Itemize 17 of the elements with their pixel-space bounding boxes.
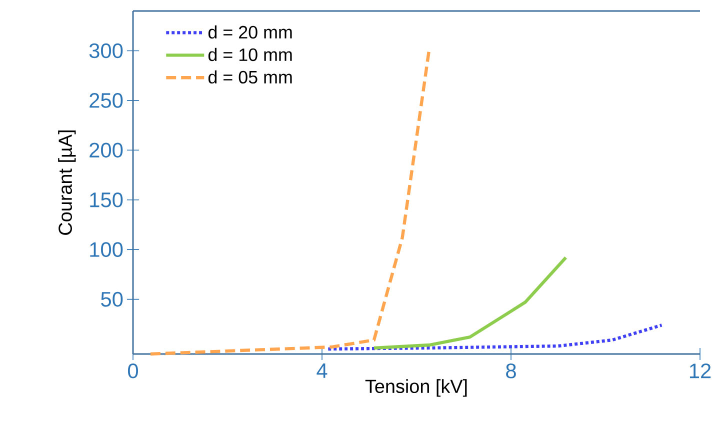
y-tick-label: 150 xyxy=(90,192,123,208)
legend-label: d = 20 mm xyxy=(208,25,292,39)
x-tick-label: 8 xyxy=(506,363,516,378)
y-axis-title: Courant [µA] xyxy=(58,130,76,235)
x-axis-title: Tension [kV] xyxy=(365,379,467,397)
x-tick-label: 0 xyxy=(128,363,138,378)
legend-label: d = 10 mm xyxy=(208,48,292,62)
line-series xyxy=(372,256,568,350)
y-tick-label: 100 xyxy=(90,242,123,257)
y-tick-label: 200 xyxy=(90,142,123,158)
x-tick-label: 12 xyxy=(690,363,711,378)
legend-label: d = 05 mm xyxy=(208,70,292,84)
y-tick-label: 50 xyxy=(101,292,123,307)
line-series xyxy=(326,324,664,351)
x-tick-label: 4 xyxy=(316,363,328,378)
y-tick-label: 250 xyxy=(90,93,123,108)
y-tick-label: 300 xyxy=(89,43,123,58)
